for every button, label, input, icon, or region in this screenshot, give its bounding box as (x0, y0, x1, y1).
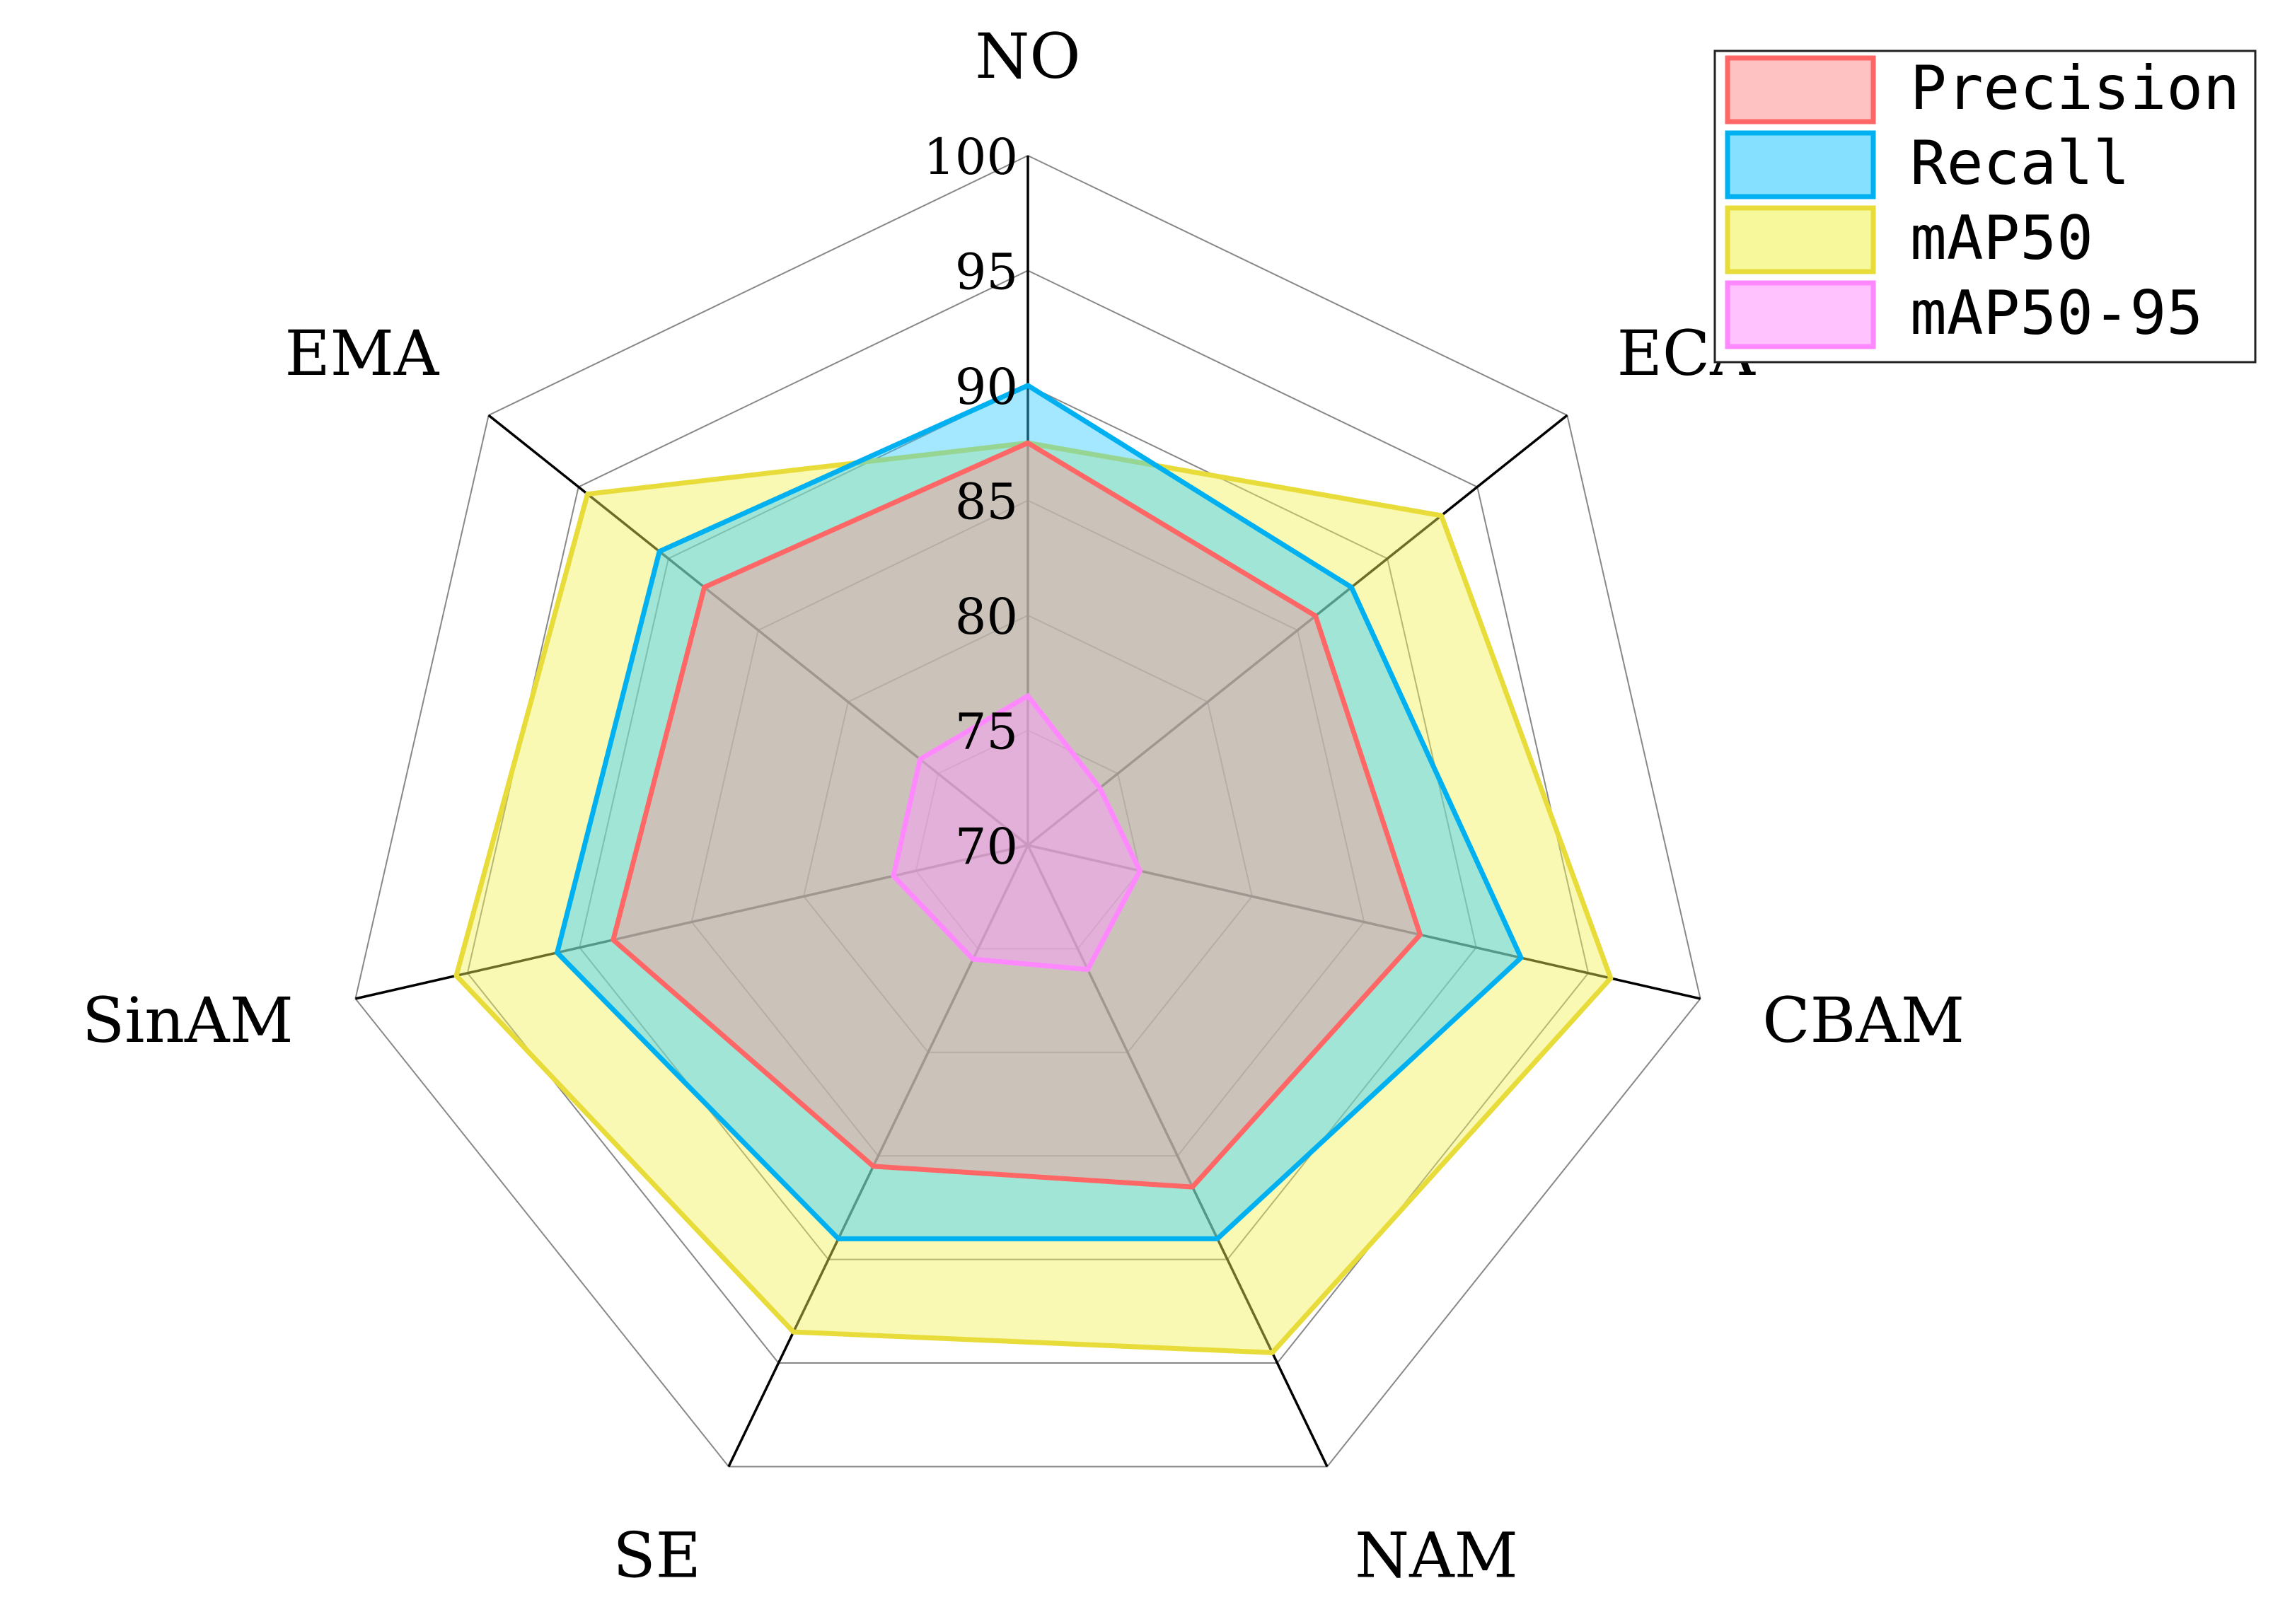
axis-spoke (1026, 414, 1568, 847)
radial-tick-labels: 70 75 80 85 90 95 100 (923, 128, 1018, 876)
grid-ring (915, 729, 1141, 950)
series-map50 (453, 440, 1614, 1355)
axis-label-ema: EMA (284, 317, 439, 390)
tick-label: 90 (955, 358, 1018, 416)
legend-swatch (1725, 55, 1876, 124)
series-recall (555, 383, 1524, 1241)
tick-label: 75 (955, 703, 1018, 761)
grid-ring (354, 154, 1701, 1468)
tick-label: 70 (955, 818, 1018, 876)
grid-ring (579, 384, 1477, 1260)
grid-ring (690, 499, 1365, 1157)
grid-ring (803, 614, 1253, 1053)
radar-grid (354, 154, 1701, 1468)
legend-swatch (1725, 280, 1876, 349)
radar-axes (355, 156, 1701, 1468)
axis-label-sinam: SinAM (82, 984, 294, 1057)
tick-label: 95 (955, 243, 1018, 301)
legend-label: Recall (1910, 128, 2130, 199)
legend-swatch (1725, 205, 1876, 274)
axis-label-no: NO (975, 20, 1080, 93)
legend-swatch (1725, 130, 1876, 199)
radar-series (453, 383, 1614, 1355)
axis-spoke (1026, 845, 1329, 1468)
legend-label: mAP50-95 (1910, 278, 2203, 349)
grid-ring (466, 269, 1590, 1364)
tick-label: 85 (955, 473, 1018, 531)
axis-label-nam: NAM (1355, 1519, 1518, 1592)
axis-label-se: SE (613, 1519, 701, 1592)
series-map50-95 (891, 693, 1142, 973)
axis-label-cbam: CBAM (1762, 984, 1965, 1057)
legend-label: Precision (1910, 53, 2240, 124)
tick-label: 100 (923, 128, 1018, 186)
axis-spoke (727, 845, 1029, 1468)
tick-label: 80 (955, 588, 1018, 646)
axis-spoke (487, 414, 1029, 847)
series-precision (611, 440, 1423, 1190)
axis-spoke (355, 844, 1029, 1000)
legend-label: mAP50 (1910, 203, 2093, 274)
